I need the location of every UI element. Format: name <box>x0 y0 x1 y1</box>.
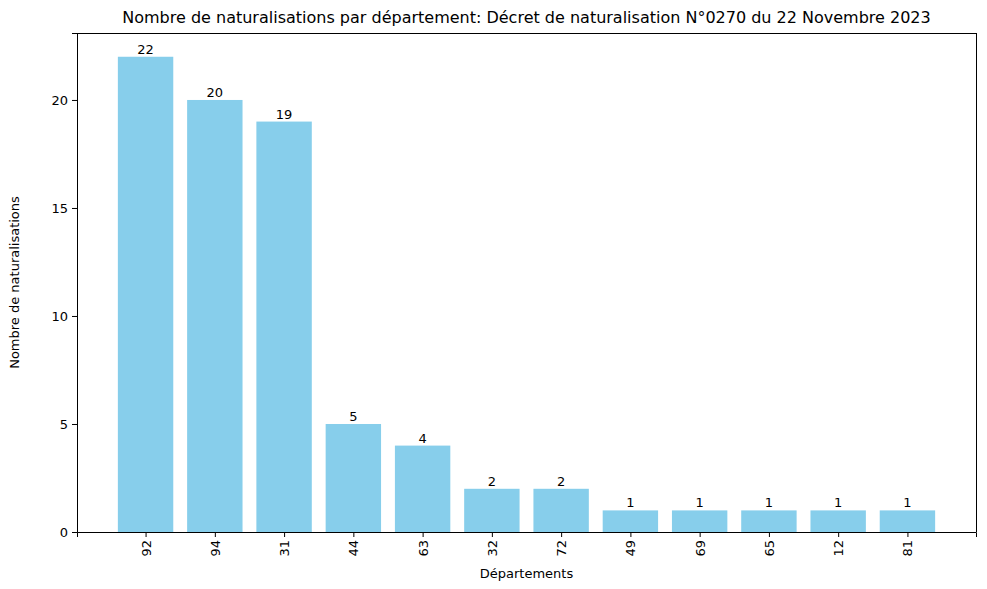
x-tick-mark <box>353 532 354 537</box>
bar <box>187 100 242 532</box>
bar <box>810 510 865 532</box>
x-tick-mark <box>700 532 701 537</box>
spine-top <box>77 33 976 34</box>
y-axis: 0 5 10 15 20 <box>51 34 77 540</box>
x-tick-mark <box>492 532 493 537</box>
y-axis-title: Nombre de naturalisations <box>7 196 22 369</box>
x-tick-label: 44 <box>346 540 361 557</box>
data-label: 4 <box>418 431 426 446</box>
data-label: 2 <box>488 474 496 489</box>
bar <box>395 446 450 532</box>
x-tick: 31 <box>277 532 292 557</box>
chart: 2220195422111119294314463327249696512810… <box>0 0 987 589</box>
y-tick: 0 <box>60 525 77 540</box>
bar <box>741 510 796 532</box>
bar <box>603 510 658 532</box>
x-tick-label: 32 <box>485 540 500 557</box>
x-tick: 12 <box>831 532 846 557</box>
x-tick-mark <box>907 532 908 537</box>
x-tick-mark <box>561 532 562 537</box>
bar <box>326 424 381 532</box>
x-tick: 32 <box>485 532 500 557</box>
y-tick-label: 20 <box>51 93 68 108</box>
x-tick: 49 <box>623 532 638 557</box>
y-tick: 10 <box>51 309 77 324</box>
x-tick: 92 <box>139 532 154 557</box>
x-tick-label: 12 <box>831 540 846 557</box>
x-tick: 81 <box>900 532 915 557</box>
data-label: 1 <box>903 495 911 510</box>
x-axis-line <box>78 533 977 538</box>
bar <box>256 122 311 532</box>
bar <box>880 510 935 532</box>
title: Nombre de naturalisations par départemen… <box>122 8 930 27</box>
data-label: 1 <box>765 495 773 510</box>
data-label: 19 <box>276 107 293 122</box>
y-tick-label: 0 <box>60 525 68 540</box>
spine-right <box>976 33 977 532</box>
x-tick-label: 92 <box>139 540 154 557</box>
x-tick: 63 <box>416 532 431 557</box>
x-tick-label: 49 <box>623 540 638 557</box>
x-tick-mark <box>146 532 147 537</box>
x-tick: 94 <box>208 532 223 557</box>
x-tick: 69 <box>693 532 708 557</box>
x-tick: 72 <box>554 532 569 557</box>
x-tick-label: 94 <box>208 540 223 557</box>
bar <box>533 489 588 532</box>
x-tick-label: 63 <box>416 540 431 557</box>
y-tick-label: 5 <box>60 417 68 432</box>
y-tick-label: 10 <box>51 309 68 324</box>
x-tick-label: 72 <box>554 540 569 557</box>
x-axis-title: Départements <box>480 566 574 581</box>
bar <box>672 510 727 532</box>
x-tick-mark <box>630 532 631 537</box>
x-tick-mark <box>838 532 839 537</box>
y-axis-line <box>72 34 78 533</box>
x-tick-label: 31 <box>277 540 292 557</box>
bar <box>464 489 519 532</box>
x-tick: 65 <box>762 532 777 557</box>
bars <box>118 57 935 532</box>
y-tick: 5 <box>60 417 77 432</box>
x-tick-mark <box>284 532 285 537</box>
y-tick-label: 15 <box>51 201 68 216</box>
x-tick-label: 69 <box>693 540 708 557</box>
y-tick-mark <box>72 100 77 101</box>
bar <box>118 57 173 532</box>
x-tick-mark <box>215 532 216 537</box>
data-label: 22 <box>137 42 154 57</box>
data-label: 1 <box>626 495 634 510</box>
y-tick-mark <box>72 208 77 209</box>
y-tick-mark <box>72 316 77 317</box>
x-tick-mark <box>769 532 770 537</box>
data-labels: 222019542211111 <box>137 42 911 511</box>
data-label: 5 <box>349 409 357 424</box>
y-tick: 15 <box>51 201 77 216</box>
data-label: 20 <box>207 85 224 100</box>
x-tick-mark <box>423 532 424 537</box>
data-label: 1 <box>696 495 704 510</box>
x-tick-label: 81 <box>900 540 915 557</box>
x-tick-label: 65 <box>762 540 777 557</box>
data-label: 1 <box>834 495 842 510</box>
data-label: 2 <box>557 474 565 489</box>
x-axis: 92 94 31 44 63 32 72 49 69 65 12 81 <box>78 532 977 557</box>
frame <box>77 33 977 532</box>
y-tick: 20 <box>51 93 77 108</box>
x-tick: 44 <box>346 532 361 557</box>
y-tick-mark <box>72 424 77 425</box>
y-tick-mark <box>72 532 77 533</box>
